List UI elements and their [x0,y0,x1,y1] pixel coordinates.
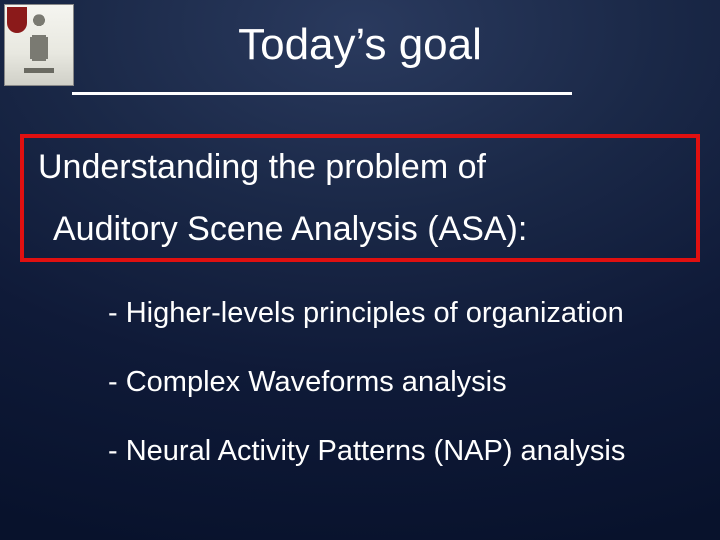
slide-title: Today’s goal [0,20,720,70]
slide: Today’s goal Understanding the problem o… [0,0,720,540]
lead-text-line1: Understanding the problem of [38,148,486,187]
title-underline [72,92,572,95]
bullet-item: - Complex Waveforms analysis [108,365,700,400]
lead-text-line2: Auditory Scene Analysis (ASA): [53,210,527,249]
bullet-item: - Neural Activity Patterns (NAP) analysi… [108,434,700,469]
bullet-item: - Higher-levels principles of organizati… [108,296,700,331]
bullet-list: - Higher-levels principles of organizati… [108,296,700,502]
